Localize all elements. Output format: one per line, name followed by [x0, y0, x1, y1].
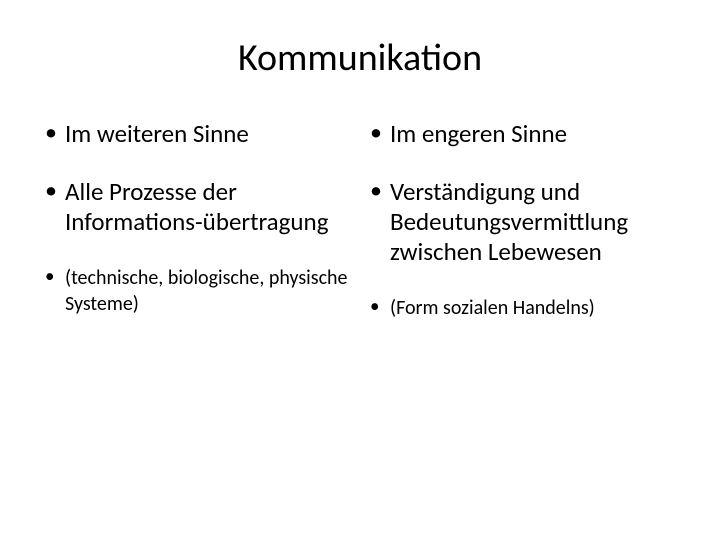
bullet-text: Im engeren Sinne: [390, 119, 567, 149]
bullet-text: Alle Prozesse der Informations-übertragu…: [65, 177, 350, 237]
bullet-text: Verständigung und Bedeutungsvermittlung …: [390, 177, 675, 267]
right-column: • Im engeren Sinne • Verständigung und B…: [370, 119, 675, 341]
bullet-text: (Form sozialen Handelns): [390, 295, 595, 321]
bullet-text: (technische, biologische, physische Syst…: [65, 265, 350, 317]
left-column: • Im weiteren Sinne • Alle Prozesse der …: [45, 119, 350, 341]
bullet-icon: •: [45, 119, 65, 149]
bullet-icon: •: [370, 119, 390, 149]
slide-title: Kommunikation: [45, 35, 675, 81]
two-column-layout: • Im weiteren Sinne • Alle Prozesse der …: [45, 119, 675, 341]
list-item: • (technische, biologische, physische Sy…: [45, 265, 350, 317]
list-item: • Im weiteren Sinne: [45, 119, 350, 149]
bullet-text: Im weiteren Sinne: [65, 119, 249, 149]
slide-container: Kommunikation • Im weiteren Sinne • Alle…: [0, 0, 720, 540]
list-item: • (Form sozialen Handelns): [370, 295, 675, 321]
bullet-icon: •: [370, 295, 390, 321]
list-item: • Verständigung und Bedeutungsvermittlun…: [370, 177, 675, 267]
bullet-icon: •: [45, 265, 65, 317]
list-item: • Im engeren Sinne: [370, 119, 675, 149]
bullet-icon: •: [370, 177, 390, 267]
bullet-icon: •: [45, 177, 65, 237]
list-item: • Alle Prozesse der Informations-übertra…: [45, 177, 350, 237]
